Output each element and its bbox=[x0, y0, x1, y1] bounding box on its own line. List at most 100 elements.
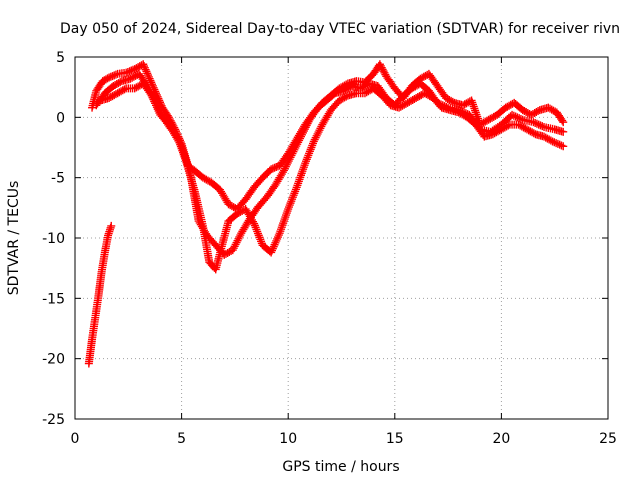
data-point-interp bbox=[557, 141, 566, 150]
data-point-interp bbox=[532, 108, 541, 117]
data-point-interp bbox=[490, 129, 499, 138]
data-point-interp bbox=[517, 122, 526, 131]
data-point-interp bbox=[143, 69, 152, 78]
data-point bbox=[518, 106, 527, 115]
data-point-interp bbox=[286, 153, 295, 162]
data-point-interp bbox=[296, 134, 305, 143]
data-point-interp bbox=[285, 155, 294, 164]
data-point-interp bbox=[274, 231, 283, 240]
data-point-interp bbox=[110, 91, 119, 100]
data-point-interp bbox=[283, 158, 292, 167]
data-point-interp bbox=[519, 123, 528, 132]
data-point-interp bbox=[379, 67, 388, 76]
data-point-interp bbox=[287, 151, 296, 160]
data-point-interp bbox=[361, 81, 370, 90]
data-point-interp bbox=[513, 113, 522, 122]
data-point-interp bbox=[118, 86, 127, 95]
data-point-interp bbox=[267, 246, 276, 255]
data-point-interp bbox=[520, 107, 529, 116]
data-point-interp bbox=[377, 63, 386, 72]
data-point-interp bbox=[300, 125, 309, 134]
data-point-interp bbox=[233, 236, 242, 245]
data-point-interp bbox=[462, 99, 471, 108]
data-point-interp bbox=[151, 99, 160, 108]
data-point-interp bbox=[108, 92, 117, 101]
data-point bbox=[130, 65, 139, 74]
data-point-interp bbox=[555, 140, 564, 149]
x-tick-label: 15 bbox=[386, 431, 404, 447]
data-point-interp bbox=[227, 202, 236, 211]
data-point bbox=[403, 98, 412, 107]
data-point-interp bbox=[337, 95, 346, 104]
data-point-interp bbox=[272, 236, 281, 245]
data-point bbox=[459, 101, 468, 110]
data-point-interp bbox=[132, 64, 141, 73]
data-point-interp bbox=[284, 157, 293, 166]
data-point-interp bbox=[489, 112, 498, 121]
data-point-interp bbox=[376, 61, 385, 70]
data-point bbox=[548, 137, 557, 146]
y-tick-label: -5 bbox=[51, 171, 65, 187]
data-point-interp bbox=[269, 242, 278, 251]
data-point-interp bbox=[488, 113, 497, 122]
data-point bbox=[105, 73, 114, 82]
data-point-interp bbox=[154, 94, 163, 103]
data-point-interp bbox=[534, 120, 543, 129]
data-point-interp bbox=[123, 67, 132, 76]
data-point-interp bbox=[303, 119, 312, 128]
data-point-interp bbox=[154, 107, 163, 116]
data-point-interp bbox=[341, 85, 350, 94]
data-point-interp bbox=[408, 95, 417, 104]
data-point-interp bbox=[536, 121, 545, 130]
data-point-interp bbox=[293, 140, 302, 149]
data-point-interp bbox=[204, 176, 213, 185]
data-point-interp bbox=[541, 133, 550, 142]
data-point-interp bbox=[531, 118, 540, 127]
data-point-interp bbox=[526, 127, 535, 136]
series-track-b bbox=[92, 69, 568, 259]
data-point-interp bbox=[524, 126, 533, 135]
data-point-interp bbox=[530, 108, 539, 117]
data-point bbox=[375, 60, 384, 69]
data-point-interp bbox=[515, 114, 524, 123]
data-point-interp bbox=[153, 105, 162, 114]
data-point-interp bbox=[481, 117, 490, 126]
data-point bbox=[105, 94, 114, 103]
data-point bbox=[501, 103, 510, 112]
data-point bbox=[288, 149, 297, 158]
data-point-interp bbox=[152, 103, 161, 112]
data-point-interp bbox=[523, 108, 532, 117]
data-point-interp bbox=[458, 110, 467, 119]
data-point-interp bbox=[310, 135, 319, 144]
data-point-interp bbox=[360, 82, 369, 91]
data-point-interp bbox=[120, 85, 129, 94]
series-track-a bbox=[88, 60, 568, 214]
data-point-interp bbox=[111, 70, 120, 79]
data-point-interp bbox=[493, 127, 502, 136]
y-tick-label: -10 bbox=[42, 231, 65, 247]
data-point-interp bbox=[302, 121, 311, 130]
data-point-interp bbox=[202, 175, 211, 184]
data-point-interp bbox=[558, 116, 567, 125]
data-point-interp bbox=[223, 248, 232, 257]
data-point-interp bbox=[134, 82, 143, 91]
data-point-interp bbox=[479, 118, 488, 127]
data-point bbox=[395, 103, 404, 112]
data-point-interp bbox=[459, 111, 468, 120]
data-point-interp bbox=[106, 72, 115, 81]
y-tick-label: 0 bbox=[56, 110, 65, 126]
data-point-interp bbox=[448, 97, 457, 106]
data-point-interp bbox=[313, 129, 322, 138]
data-point-interp bbox=[314, 128, 323, 137]
x-axis-label: GPS time / hours bbox=[282, 459, 399, 475]
data-point-interp bbox=[127, 66, 136, 75]
data-point bbox=[126, 74, 135, 83]
data-point-interp bbox=[545, 135, 554, 144]
data-point-interp bbox=[552, 139, 561, 148]
data-point-interp bbox=[413, 93, 422, 102]
data-point bbox=[296, 132, 305, 141]
data-point-interp bbox=[129, 72, 138, 81]
data-point bbox=[559, 142, 568, 151]
data-point-interp bbox=[111, 80, 120, 89]
data-point-interp bbox=[152, 101, 161, 110]
